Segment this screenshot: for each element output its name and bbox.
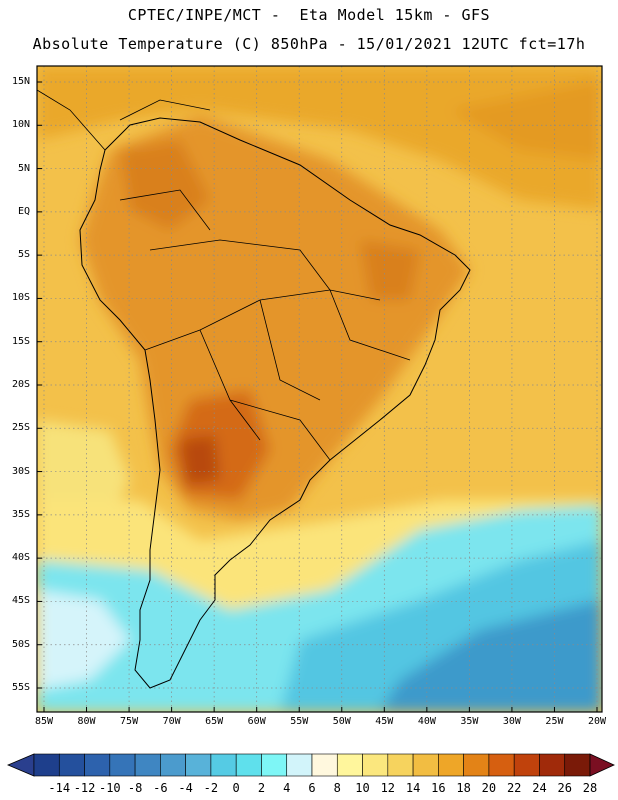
colorbar-label: 28 <box>582 781 598 795</box>
lat-label: 50S <box>11 638 30 650</box>
colorbar-swatch <box>387 753 414 777</box>
lon-label: 55W <box>290 716 309 727</box>
colorbar-swatch <box>261 753 288 777</box>
colorbar-swatch <box>539 753 566 777</box>
colorbar-label: -14 <box>48 781 71 795</box>
colorbar-swatch <box>412 753 439 777</box>
colorbar-over-arrow <box>589 753 615 777</box>
colorbar-label: 12 <box>380 781 396 795</box>
lat-label: 10S <box>11 292 30 304</box>
colorbar-swatch <box>564 753 591 777</box>
colorbar-label: 8 <box>333 781 341 795</box>
lon-label: 85W <box>34 716 54 727</box>
lat-label: 15N <box>11 76 30 87</box>
lon-label: 50W <box>332 716 351 727</box>
colorbar-swatch <box>513 753 540 777</box>
field-pacific-south-pale <box>37 590 130 690</box>
field-atlantic-warm <box>450 80 602 160</box>
field-andes-north-hot <box>120 140 210 230</box>
colorbar-label: 24 <box>532 781 547 795</box>
lon-label: 45W <box>375 716 394 727</box>
colorbar-label: 14 <box>405 781 421 795</box>
colorbar-label: 0 <box>232 781 240 795</box>
colorbar-swatch <box>362 753 389 777</box>
colorbar-label: -8 <box>127 781 143 795</box>
lon-label: 30W <box>502 716 521 727</box>
lat-label: 40S <box>11 552 30 564</box>
colorbar <box>6 753 615 777</box>
lat-label: EQ <box>17 205 30 217</box>
temperature-field <box>37 66 602 712</box>
field-northeast-hot <box>360 240 420 300</box>
field-south-coldest <box>380 600 602 712</box>
colorbar-label: -10 <box>98 781 121 795</box>
lat-label: 15S <box>11 335 30 347</box>
colorbar-label: 22 <box>506 781 522 795</box>
colorbar-swatch <box>311 753 338 777</box>
colorbar-label: 18 <box>456 781 471 795</box>
colorbar-label: 2 <box>257 781 266 795</box>
lat-label: 55S <box>11 682 30 693</box>
colorbar-swatch <box>134 753 161 777</box>
colorbar-swatch <box>438 753 464 777</box>
central-america-coast <box>37 89 211 151</box>
lat-label: 10N <box>11 119 30 131</box>
colorbar-swatch <box>185 753 212 777</box>
colorbar-swatch <box>336 753 363 777</box>
axis-ticks <box>37 81 598 712</box>
colorbar-label: -12 <box>73 781 96 795</box>
colorbar-label: -6 <box>153 781 168 795</box>
colorbar-swatch <box>109 753 136 777</box>
colorbar-swatch <box>235 753 262 777</box>
colorbar-swatch <box>84 753 111 777</box>
colorbar-label: -2 <box>203 781 219 795</box>
lat-label: 45S <box>11 595 30 607</box>
map-title-line1: CPTEC/INPE/MCT - Eta Model 15km - GFS <box>127 6 491 24</box>
colorbar-label: 26 <box>557 781 572 795</box>
lat-label: 30S <box>11 465 30 477</box>
lon-label: 20W <box>587 716 607 727</box>
colorbar-label: 4 <box>283 781 291 795</box>
field-pacific-cool <box>37 420 130 520</box>
continent-coastline <box>79 117 471 689</box>
colorbar-swatch <box>286 753 313 777</box>
colorbar-swatch <box>160 753 186 777</box>
lon-label: 80W <box>77 716 96 727</box>
colorbar-swatch <box>33 753 60 777</box>
colorbar-under-arrow <box>6 753 35 777</box>
lon-label: 75W <box>120 716 139 727</box>
lat-label: 20S <box>11 379 30 390</box>
colorbar-swatch <box>58 753 85 777</box>
map-frame <box>36 65 603 713</box>
lat-label: 5N <box>17 162 30 174</box>
lon-label: 35W <box>460 716 479 727</box>
lon-label: 60W <box>247 716 266 727</box>
colorbar-label: 6 <box>308 781 316 795</box>
lat-label: 5S <box>17 249 30 261</box>
colorbar-label: 20 <box>481 781 497 795</box>
field-hottest-core <box>180 435 220 485</box>
colorbar-label: 10 <box>355 781 370 795</box>
colorbar-swatch <box>463 753 490 777</box>
colorbar-label: 16 <box>431 781 446 795</box>
lon-label: 40W <box>417 716 436 727</box>
lon-label: 25W <box>545 716 564 727</box>
lat-label: 35S <box>11 508 30 520</box>
colorbar-swatch <box>488 753 515 777</box>
field-north-warm <box>37 66 602 210</box>
map-title-line2: Absolute Temperature (C) 850hPa - 15/01/… <box>32 35 586 53</box>
country-borders <box>119 189 411 461</box>
lon-label: 70W <box>162 716 181 727</box>
lat-label: 25S <box>11 422 30 434</box>
colorbar-label: -4 <box>178 781 193 795</box>
colorbar-swatch <box>210 753 237 777</box>
lon-label: 65W <box>205 716 224 727</box>
